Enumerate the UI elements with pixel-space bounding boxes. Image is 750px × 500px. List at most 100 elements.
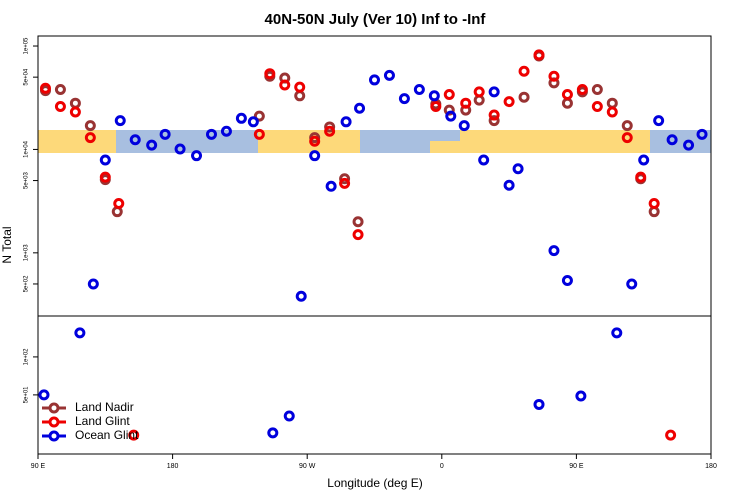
land-band xyxy=(38,130,116,153)
point xyxy=(648,197,660,209)
point xyxy=(325,180,337,192)
point xyxy=(548,70,560,82)
y-tick-label: 1e+02 xyxy=(24,348,30,366)
land-band xyxy=(460,130,650,153)
point xyxy=(445,110,457,122)
land-band xyxy=(258,130,360,153)
point xyxy=(621,120,633,132)
point xyxy=(473,86,485,98)
point xyxy=(191,150,203,162)
point xyxy=(383,69,395,81)
point xyxy=(267,427,279,439)
point xyxy=(413,83,425,95)
point xyxy=(548,245,560,257)
point xyxy=(653,115,665,127)
point xyxy=(503,179,515,191)
point xyxy=(339,173,351,185)
legend-label: Ocean Glint xyxy=(75,428,139,442)
y-tick-label: 1e+04 xyxy=(24,140,30,158)
point xyxy=(354,102,366,114)
point xyxy=(113,197,125,209)
point xyxy=(309,135,321,147)
point xyxy=(369,74,380,86)
legend-label: Land Glint xyxy=(75,414,130,428)
point xyxy=(84,120,96,132)
point xyxy=(264,68,276,80)
y-tick-label: 5e+01 xyxy=(24,386,30,404)
x-axis-label: Longitude (deg E) xyxy=(327,476,422,490)
y-tick-label: 5e+04 xyxy=(24,68,30,86)
point xyxy=(666,134,678,146)
point xyxy=(606,106,618,118)
point xyxy=(99,154,111,166)
y-tick-label: 1e+03 xyxy=(24,244,30,262)
point xyxy=(591,83,603,95)
point xyxy=(635,171,647,183)
point xyxy=(69,106,81,118)
point xyxy=(460,97,472,109)
point xyxy=(443,104,455,116)
point xyxy=(428,90,440,102)
legend-marker xyxy=(48,402,60,414)
point xyxy=(518,65,530,77)
point xyxy=(561,275,573,287)
point xyxy=(128,429,140,441)
point xyxy=(488,86,500,98)
point xyxy=(621,132,633,144)
x-tick-label: 180 xyxy=(705,463,717,470)
point xyxy=(283,410,295,422)
point xyxy=(458,120,470,132)
point xyxy=(220,125,232,137)
point xyxy=(606,97,618,109)
point xyxy=(533,49,545,61)
point xyxy=(54,101,66,113)
point xyxy=(665,429,677,441)
point xyxy=(38,389,50,401)
point xyxy=(339,177,351,189)
y-axis-label: N Total xyxy=(0,226,14,263)
point xyxy=(69,97,81,109)
point xyxy=(561,88,573,100)
x-tick-label: 90 E xyxy=(31,463,46,470)
point xyxy=(683,139,695,151)
point xyxy=(443,88,455,100)
point xyxy=(39,82,51,94)
chart-title: 40N-50N July (Ver 10) Inf to -Inf xyxy=(265,11,487,28)
x-tick-label: 0 xyxy=(440,463,444,470)
point xyxy=(503,96,515,108)
point xyxy=(146,139,158,151)
point xyxy=(533,398,545,410)
point xyxy=(324,121,336,133)
point xyxy=(159,128,171,140)
point xyxy=(324,125,336,137)
point xyxy=(561,97,573,109)
point xyxy=(430,101,442,113)
land-band xyxy=(430,141,460,153)
point xyxy=(54,83,66,95)
y-tick-label: 5e+03 xyxy=(24,171,30,189)
point xyxy=(575,390,587,402)
x-tick-label: 180 xyxy=(167,463,179,470)
legend-marker xyxy=(48,416,60,428)
point xyxy=(352,229,364,241)
y-tick-label: 1e+05 xyxy=(24,37,30,55)
x-tick-label: 90 E xyxy=(569,463,584,470)
point xyxy=(696,128,708,140)
point xyxy=(398,93,410,105)
point xyxy=(174,143,186,155)
point xyxy=(488,109,500,121)
y-tick-label: 5e+02 xyxy=(24,275,30,293)
point xyxy=(205,128,217,140)
point xyxy=(309,150,321,162)
point xyxy=(247,116,259,128)
point xyxy=(576,83,588,95)
point xyxy=(340,116,352,128)
point xyxy=(99,171,111,183)
point xyxy=(488,115,500,127)
point xyxy=(478,154,490,166)
point xyxy=(294,81,306,93)
point xyxy=(74,327,86,339)
point xyxy=(611,327,623,339)
legend-marker xyxy=(48,430,60,442)
